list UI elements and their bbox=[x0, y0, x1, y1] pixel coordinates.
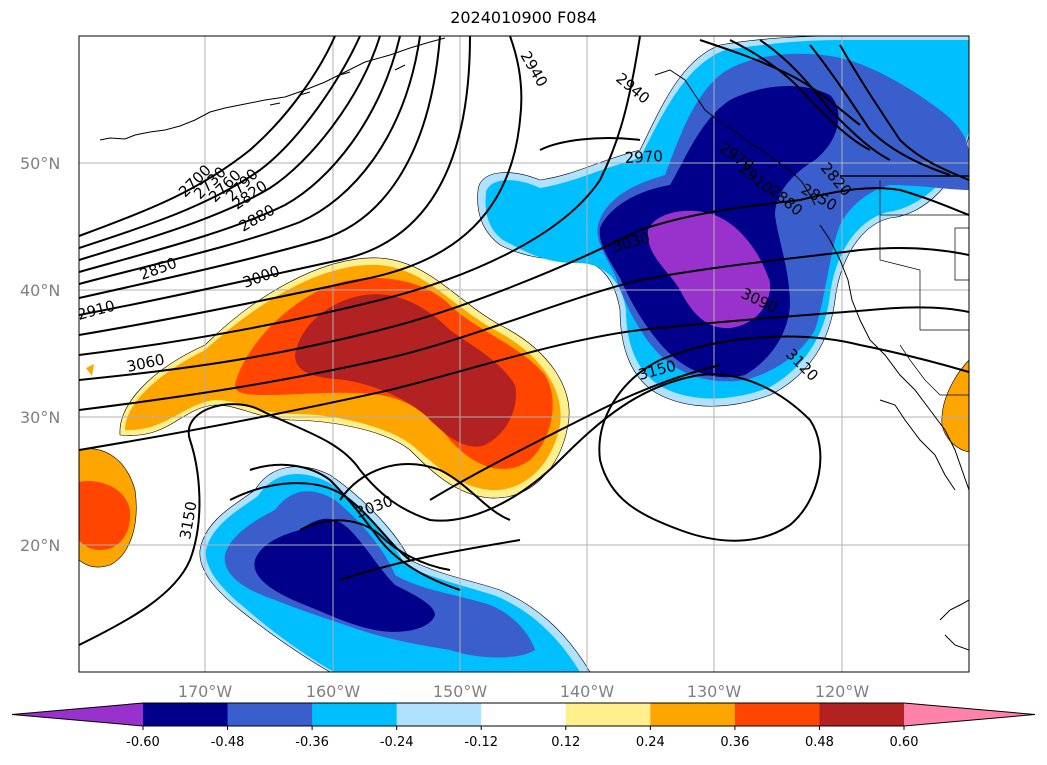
colorbar: -0.60 -0.48 -0.36 -0.24 -0.12 0.12 0.24 0.36 0.4… bbox=[11, 702, 1036, 750]
lat-label-50n: 50°N bbox=[20, 154, 60, 173]
colorbar-tick-label: -0.48 bbox=[211, 735, 245, 750]
contour-label: 2970 bbox=[624, 147, 663, 167]
anomaly-shade-pos-2c bbox=[941, 359, 969, 453]
colorbar-segment bbox=[227, 703, 313, 726]
colorbar-segment bbox=[565, 703, 651, 726]
colorbar-tick-label: 0.36 bbox=[720, 735, 749, 750]
colorbar-segment bbox=[143, 703, 229, 726]
map-title: 2024010900 F084 bbox=[450, 8, 597, 27]
colorbar-segment bbox=[734, 703, 820, 726]
colorbar-segment bbox=[396, 703, 482, 726]
map-plot-area: 2700 2730 2760 2790 2820 2850 2880 2910 … bbox=[79, 36, 969, 672]
grid-lines bbox=[79, 36, 969, 672]
plot-frame bbox=[78, 35, 970, 673]
negative-anomaly-region-south bbox=[199, 466, 591, 672]
lon-label-150w: 150°W bbox=[433, 682, 488, 701]
lon-label-130w: 130°W bbox=[687, 682, 742, 701]
anomaly-shade-pos-small bbox=[86, 364, 94, 376]
colorbar-segment bbox=[819, 703, 905, 726]
colorbar-extend-high bbox=[904, 703, 1035, 726]
colorbar-tick-label: -0.24 bbox=[380, 735, 414, 750]
longitude-labels: 170°W 160°W 150°W 140°W 130°W 120°W bbox=[178, 682, 870, 701]
colorbar-tick-label: -0.60 bbox=[126, 735, 160, 750]
colorbar-segment bbox=[650, 703, 736, 726]
lat-label-40n: 40°N bbox=[20, 281, 60, 300]
lat-label-20n: 20°N bbox=[20, 536, 60, 555]
colorbar-tick-label: -0.36 bbox=[295, 735, 329, 750]
positive-anomaly-region bbox=[79, 257, 969, 568]
anomaly-shade-pos-4 bbox=[295, 294, 516, 447]
lon-label-140w: 140°W bbox=[560, 682, 615, 701]
height-contours bbox=[79, 36, 969, 646]
colorbar-extend-low bbox=[12, 703, 143, 726]
lon-label-170w: 170°W bbox=[178, 682, 233, 701]
lon-label-160w: 160°W bbox=[306, 682, 361, 701]
colorbar-tick-label: 0.12 bbox=[551, 735, 580, 750]
anomaly-shade-pos-3b bbox=[79, 480, 131, 550]
coastlines bbox=[99, 37, 969, 651]
colorbar-tick-label: -0.12 bbox=[464, 735, 498, 750]
colorbar-tick-label: 0.48 bbox=[805, 735, 834, 750]
lon-label-120w: 120°W bbox=[815, 682, 870, 701]
colorbar-segment bbox=[312, 703, 398, 726]
lat-label-30n: 30°N bbox=[20, 408, 60, 427]
latitude-labels: 50°N 40°N 30°N 20°N bbox=[20, 154, 60, 555]
colorbar-tick-label: 0.60 bbox=[890, 735, 919, 750]
colorbar-tick-label: 0.24 bbox=[636, 735, 665, 750]
anomaly-shade-neg-2b bbox=[254, 518, 435, 632]
colorbar-segment bbox=[481, 703, 567, 726]
